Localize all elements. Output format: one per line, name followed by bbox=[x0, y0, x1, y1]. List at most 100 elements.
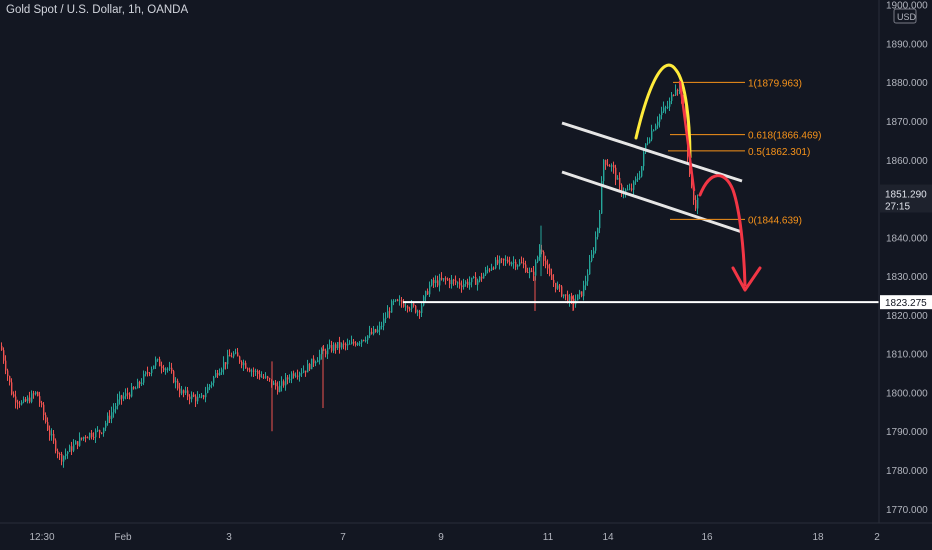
candle-body bbox=[285, 377, 287, 386]
time-axis-bg bbox=[0, 523, 932, 550]
candle-body bbox=[449, 279, 451, 285]
fib-level-label: 1(1879.963) bbox=[748, 78, 802, 89]
candle-body bbox=[603, 160, 605, 182]
candle-body bbox=[539, 249, 541, 258]
price-tick-label: 1780.000 bbox=[886, 466, 928, 477]
candle-body bbox=[479, 276, 481, 281]
candle-body bbox=[473, 277, 475, 279]
candle-body bbox=[379, 325, 381, 330]
candle-body bbox=[151, 368, 153, 374]
candle-body bbox=[357, 343, 359, 346]
candle-body bbox=[75, 441, 77, 445]
candle-body bbox=[481, 276, 483, 279]
candle-body bbox=[497, 259, 499, 264]
candle-body bbox=[553, 279, 555, 283]
candle-body bbox=[653, 130, 655, 132]
candle-body bbox=[521, 262, 523, 264]
candle-body bbox=[455, 280, 457, 283]
channel-upper-line bbox=[561, 121, 743, 183]
candle-body bbox=[555, 282, 557, 289]
candle-body bbox=[95, 430, 97, 438]
candle-body bbox=[283, 381, 285, 386]
price-tick-label: 1820.000 bbox=[886, 311, 928, 322]
price-tick-label: 1790.000 bbox=[886, 427, 928, 438]
candle-body bbox=[465, 281, 467, 285]
fib-level-label: 0.5(1862.301) bbox=[748, 147, 810, 158]
candle-body bbox=[501, 258, 503, 260]
current-price-tag bbox=[880, 184, 932, 213]
candle-body bbox=[235, 352, 237, 354]
candle-body bbox=[363, 340, 365, 342]
countdown-label: 27:15 bbox=[885, 202, 910, 213]
candle-body bbox=[333, 344, 335, 351]
candle-body bbox=[383, 318, 385, 326]
candle-body bbox=[561, 286, 563, 297]
price-tick-label: 1880.000 bbox=[886, 78, 928, 89]
candle-body bbox=[459, 282, 461, 286]
candle-body bbox=[395, 299, 397, 301]
arrow-head bbox=[731, 266, 762, 292]
candle-body bbox=[635, 178, 637, 182]
candle-body bbox=[71, 446, 73, 451]
candle-body bbox=[263, 376, 265, 378]
candle-body bbox=[77, 441, 79, 446]
candle-body bbox=[351, 341, 353, 344]
candle-body bbox=[13, 394, 15, 397]
candle-body bbox=[63, 455, 65, 462]
candle-body bbox=[137, 381, 139, 389]
candle-body bbox=[85, 436, 87, 438]
candle-body bbox=[219, 372, 221, 376]
price-tick-label: 1900.000 bbox=[886, 1, 928, 12]
candle-body bbox=[17, 402, 19, 404]
candle-body bbox=[337, 342, 339, 349]
candle-body bbox=[203, 395, 205, 398]
candles-layer bbox=[1, 84, 699, 468]
candle-body bbox=[267, 376, 269, 379]
candle-body bbox=[141, 382, 143, 385]
candle-body bbox=[453, 279, 455, 281]
candle-body bbox=[419, 311, 421, 313]
candle-body bbox=[57, 451, 59, 455]
candle-body bbox=[349, 343, 351, 345]
candle-body bbox=[159, 359, 161, 367]
candle-body bbox=[567, 294, 569, 303]
candle-body bbox=[101, 432, 103, 434]
candle-body bbox=[69, 446, 71, 452]
candle-body bbox=[35, 391, 37, 395]
candle-body bbox=[495, 259, 497, 269]
time-tick-label: Feb bbox=[114, 532, 132, 543]
candle-body bbox=[457, 282, 459, 284]
candle-body bbox=[615, 167, 617, 180]
candle-body bbox=[409, 308, 411, 310]
candle-body bbox=[233, 353, 235, 357]
candle-body bbox=[647, 142, 649, 144]
candle-body bbox=[545, 260, 547, 265]
price-tick-label: 1840.000 bbox=[886, 233, 928, 244]
candle-body bbox=[467, 281, 469, 286]
price-tick-label: 1800.000 bbox=[886, 388, 928, 399]
candle-body bbox=[115, 406, 117, 410]
candle-body bbox=[279, 385, 281, 392]
candle-body bbox=[485, 269, 487, 275]
candle-body bbox=[293, 373, 295, 377]
candle-body bbox=[243, 362, 245, 366]
candle-body bbox=[1, 345, 3, 351]
candle-body bbox=[541, 249, 543, 253]
candle-body bbox=[629, 188, 631, 190]
candle-body bbox=[173, 371, 175, 383]
candle-body bbox=[131, 387, 133, 397]
candle-body bbox=[227, 354, 229, 365]
candle-body bbox=[247, 368, 249, 370]
candle-body bbox=[313, 358, 315, 364]
candle-body bbox=[331, 345, 333, 351]
candle-body bbox=[639, 176, 641, 179]
candle-body bbox=[103, 427, 105, 434]
channel-lower-line bbox=[561, 170, 743, 234]
candle-body bbox=[391, 301, 393, 313]
candle-body bbox=[277, 386, 279, 392]
candle-body bbox=[483, 274, 485, 279]
time-tick-label: 14 bbox=[602, 532, 614, 543]
